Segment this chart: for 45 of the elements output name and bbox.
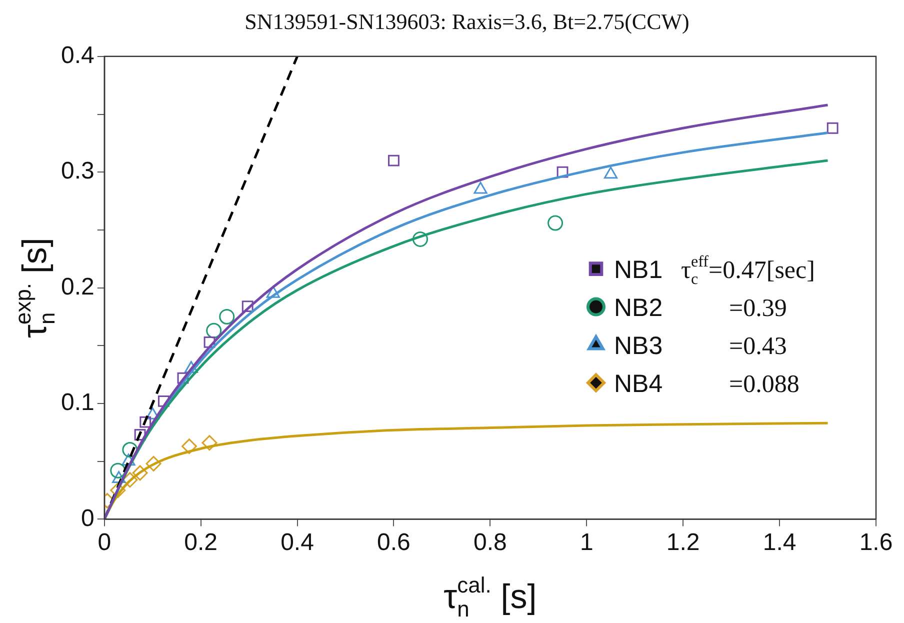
point xyxy=(134,429,146,440)
y-tick-label: 0.1 xyxy=(60,389,94,416)
annotation: =0.39 xyxy=(729,294,787,322)
point xyxy=(132,465,148,481)
y-tick-label: 0 xyxy=(81,504,94,532)
x-tick-label: 1.4 xyxy=(762,529,796,556)
x-tick-label: 0 xyxy=(98,529,112,556)
point xyxy=(548,215,564,231)
point xyxy=(242,300,254,312)
x-tick-label: 0.2 xyxy=(184,529,218,556)
point xyxy=(122,472,138,488)
point xyxy=(206,322,222,338)
point xyxy=(412,231,428,247)
point xyxy=(219,308,235,324)
y-tick-label: 0.3 xyxy=(60,158,94,185)
point xyxy=(181,438,197,454)
x-tick-label: 0.6 xyxy=(377,529,410,556)
chart-title: SN139591-SN139603: Raxis=3.6, Bt=2.75(CCW) xyxy=(244,8,690,34)
point xyxy=(204,336,216,348)
y-tick-label: 0.2 xyxy=(60,273,94,300)
point xyxy=(122,442,138,458)
point xyxy=(110,462,126,478)
legend-label: NB2 xyxy=(614,294,663,322)
y-axis-title: τnexp. [s] xyxy=(10,238,60,338)
legend-label: NB4 xyxy=(614,370,663,398)
point xyxy=(604,166,618,179)
point xyxy=(146,456,162,472)
x-tick-label: 1.2 xyxy=(666,529,700,556)
point xyxy=(110,482,126,498)
legend-label: NB3 xyxy=(614,332,663,360)
point xyxy=(388,154,400,166)
legend-label: NB1 xyxy=(614,256,663,284)
x-tick-label: 0.4 xyxy=(280,529,314,556)
point xyxy=(556,166,568,178)
x-tick-label: 0.8 xyxy=(473,529,507,556)
point xyxy=(826,122,838,134)
x-tick-label: 1 xyxy=(580,529,594,556)
x-tick-label: 1.6 xyxy=(859,529,893,556)
annotation: =0.088 xyxy=(729,370,800,398)
point xyxy=(184,361,198,374)
y-tick-label: 0.4 xyxy=(60,42,94,70)
point xyxy=(140,416,152,428)
point xyxy=(474,182,488,194)
point xyxy=(202,435,218,451)
annotation: =0.43 xyxy=(729,332,787,360)
